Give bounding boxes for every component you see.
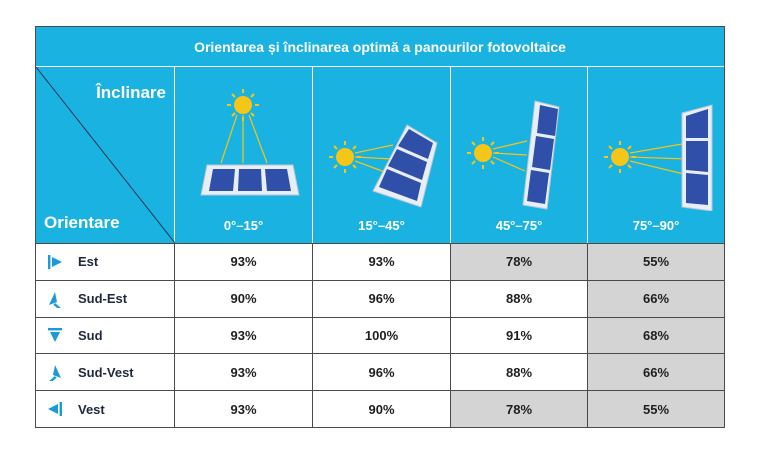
southwest-arrow-icon: [48, 365, 61, 382]
tilt-label: Înclinare: [96, 83, 166, 102]
value-cell: 90%: [175, 279, 313, 317]
column-header-2: 45°–75°: [451, 67, 588, 243]
value-cell: 66%: [588, 279, 724, 317]
value-cell: 93%: [175, 390, 313, 427]
row-label: Sud-Vest: [78, 364, 134, 380]
value-cell: 100%: [313, 316, 451, 354]
value-cell: 68%: [588, 316, 724, 354]
value-cell: 88%: [451, 353, 588, 391]
value-cell: 96%: [313, 353, 451, 391]
row-header-est: Est: [36, 243, 175, 280]
table-row: Vest 93% 90% 78% 55%: [36, 390, 724, 427]
value-cell: 88%: [451, 279, 588, 317]
flat-panel-illustration: [200, 89, 300, 196]
row-header-sud-est: Sud-Est: [36, 279, 175, 317]
table-row: Sud-Vest 93% 96% 88% 66%: [36, 353, 724, 391]
value-cell: 78%: [451, 243, 588, 280]
table-row: Sud 93% 100% 91% 68%: [36, 316, 724, 354]
column-label: 15°–45°: [358, 218, 405, 233]
diagonal-divider: [36, 67, 175, 243]
orientation-label: Orientare: [44, 213, 120, 232]
column-label: 75°–90°: [632, 218, 680, 233]
value-cell: 90%: [313, 390, 451, 427]
row-header-sud: Sud: [36, 316, 175, 354]
column-header-1: 15°–45°: [313, 67, 451, 243]
steep-panel-illustration: [467, 100, 560, 210]
value-cell: 55%: [588, 390, 724, 427]
table-row: Sud-Est 90% 96% 88% 66%: [36, 279, 724, 317]
table-row: Est 93% 93% 78% 55%: [36, 243, 724, 280]
row-label: Sud: [78, 327, 103, 343]
west-arrow-icon: [48, 402, 62, 417]
value-cell: 93%: [175, 316, 313, 354]
value-cell: 55%: [588, 243, 724, 280]
table-title: Orientarea și înclinarea optimă a panour…: [36, 27, 724, 67]
value-cell: 66%: [588, 353, 724, 391]
row-label: Vest: [78, 401, 105, 417]
value-cell: 93%: [313, 243, 451, 280]
value-cell: 78%: [451, 390, 588, 427]
corner-header: Înclinare Orientare: [36, 67, 175, 243]
tilted-panel-illustration: [329, 124, 438, 208]
column-label: 45°–75°: [495, 218, 543, 233]
value-cell: 93%: [175, 243, 313, 280]
column-label: 0°–15°: [223, 218, 264, 233]
pv-efficiency-table: Orientarea și înclinarea optimă a panour…: [35, 26, 725, 428]
value-cell: 96%: [313, 279, 451, 317]
row-label: Est: [78, 254, 99, 270]
value-cell: 93%: [175, 353, 313, 391]
column-header-3: 75°–90°: [588, 67, 724, 243]
column-header-0: 0°–15°: [175, 67, 313, 243]
vertical-panel-illustration: [604, 104, 713, 211]
southeast-arrow-icon: [49, 291, 62, 308]
row-header-sud-vest: Sud-Vest: [36, 353, 175, 391]
south-arrow-icon: [48, 328, 62, 343]
value-cell: 91%: [451, 316, 588, 354]
row-label: Sud-Est: [78, 291, 128, 307]
east-arrow-icon: [48, 254, 62, 269]
row-header-vest: Vest: [36, 390, 175, 427]
